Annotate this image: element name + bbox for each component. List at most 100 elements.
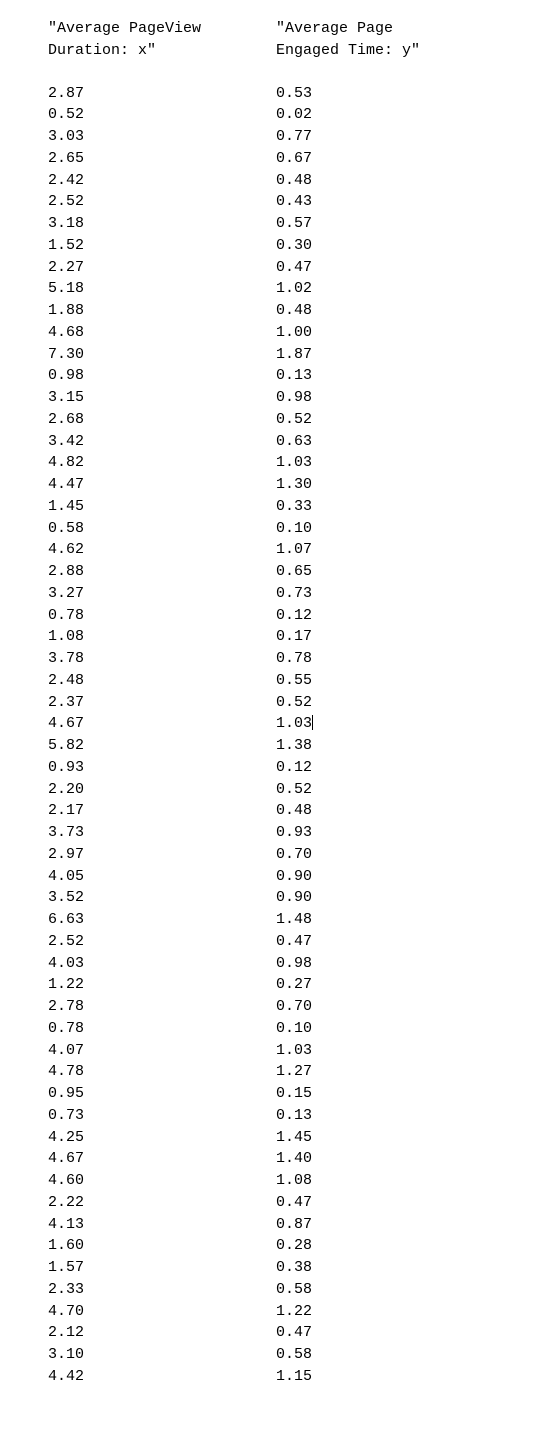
column-x: "Average PageView Duration: x" 2.870.523… bbox=[48, 18, 276, 1388]
cell-y: 0.58 bbox=[276, 1344, 496, 1366]
cell-x: 3.73 bbox=[48, 822, 276, 844]
cell-y: 1.02 bbox=[276, 278, 496, 300]
cell-x: 2.87 bbox=[48, 83, 276, 105]
cell-y: 1.00 bbox=[276, 322, 496, 344]
cell-y: 0.90 bbox=[276, 866, 496, 888]
column-y-body: 0.530.020.770.670.480.430.570.300.471.02… bbox=[276, 83, 496, 1388]
cell-x: 2.12 bbox=[48, 1322, 276, 1344]
column-x-header: "Average PageView Duration: x" bbox=[48, 18, 276, 62]
cell-x: 7.30 bbox=[48, 344, 276, 366]
cell-y: 0.52 bbox=[276, 692, 496, 714]
cell-y: 0.02 bbox=[276, 104, 496, 126]
cell-y: 1.45 bbox=[276, 1127, 496, 1149]
column-x-header-line2: Duration: x" bbox=[48, 42, 156, 59]
cell-x: 1.22 bbox=[48, 974, 276, 996]
cell-x: 4.67 bbox=[48, 1148, 276, 1170]
cell-x: 2.22 bbox=[48, 1192, 276, 1214]
cell-y: 0.73 bbox=[276, 583, 496, 605]
cell-y: 0.70 bbox=[276, 844, 496, 866]
cell-y: 0.48 bbox=[276, 170, 496, 192]
cell-y: 1.48 bbox=[276, 909, 496, 931]
cell-x: 4.13 bbox=[48, 1214, 276, 1236]
cell-x: 2.17 bbox=[48, 800, 276, 822]
cell-x: 2.20 bbox=[48, 779, 276, 801]
cell-y: 0.38 bbox=[276, 1257, 496, 1279]
cell-x: 5.82 bbox=[48, 735, 276, 757]
table-columns: "Average PageView Duration: x" 2.870.523… bbox=[48, 18, 546, 1388]
cell-x: 3.78 bbox=[48, 648, 276, 670]
cell-y: 0.57 bbox=[276, 213, 496, 235]
cell-x: 1.60 bbox=[48, 1235, 276, 1257]
cell-x: 1.45 bbox=[48, 496, 276, 518]
cell-y: 0.98 bbox=[276, 953, 496, 975]
cell-x: 0.78 bbox=[48, 1018, 276, 1040]
cell-y: 0.47 bbox=[276, 1192, 496, 1214]
cell-y: 0.15 bbox=[276, 1083, 496, 1105]
cell-x: 3.52 bbox=[48, 887, 276, 909]
cell-y: 0.12 bbox=[276, 757, 496, 779]
cell-x: 2.27 bbox=[48, 257, 276, 279]
cell-x: 5.18 bbox=[48, 278, 276, 300]
cell-x: 0.78 bbox=[48, 605, 276, 627]
cell-x: 0.73 bbox=[48, 1105, 276, 1127]
cell-x: 4.42 bbox=[48, 1366, 276, 1388]
cell-x: 2.48 bbox=[48, 670, 276, 692]
cell-y: 1.22 bbox=[276, 1301, 496, 1323]
cell-y: 0.33 bbox=[276, 496, 496, 518]
cell-x: 0.98 bbox=[48, 365, 276, 387]
cell-y: 0.67 bbox=[276, 148, 496, 170]
cell-x: 3.15 bbox=[48, 387, 276, 409]
cell-x: 6.63 bbox=[48, 909, 276, 931]
cell-x: 2.78 bbox=[48, 996, 276, 1018]
cell-y: 0.98 bbox=[276, 387, 496, 409]
cell-x: 4.47 bbox=[48, 474, 276, 496]
cell-y: 1.03 bbox=[276, 713, 496, 735]
cell-y: 0.58 bbox=[276, 1279, 496, 1301]
cell-y: 1.03 bbox=[276, 452, 496, 474]
cell-x: 1.08 bbox=[48, 626, 276, 648]
cell-y: 0.28 bbox=[276, 1235, 496, 1257]
cell-x: 2.68 bbox=[48, 409, 276, 431]
cell-y: 0.13 bbox=[276, 365, 496, 387]
cell-x: 0.95 bbox=[48, 1083, 276, 1105]
cell-y: 0.90 bbox=[276, 887, 496, 909]
cell-y: 1.08 bbox=[276, 1170, 496, 1192]
cell-x: 2.52 bbox=[48, 191, 276, 213]
cell-x: 4.78 bbox=[48, 1061, 276, 1083]
cell-y: 0.55 bbox=[276, 670, 496, 692]
column-y: "Average Page Engaged Time: y" 0.530.020… bbox=[276, 18, 496, 1388]
cell-x: 1.88 bbox=[48, 300, 276, 322]
column-y-header: "Average Page Engaged Time: y" bbox=[276, 18, 496, 62]
cell-y: 0.52 bbox=[276, 779, 496, 801]
cell-x: 2.97 bbox=[48, 844, 276, 866]
cell-x: 2.42 bbox=[48, 170, 276, 192]
cell-y: 0.10 bbox=[276, 518, 496, 540]
cell-x: 4.05 bbox=[48, 866, 276, 888]
cell-y: 1.30 bbox=[276, 474, 496, 496]
cell-x: 0.58 bbox=[48, 518, 276, 540]
cell-x: 4.60 bbox=[48, 1170, 276, 1192]
cell-x: 3.42 bbox=[48, 431, 276, 453]
cell-y: 0.43 bbox=[276, 191, 496, 213]
cell-x: 3.10 bbox=[48, 1344, 276, 1366]
cell-y: 1.40 bbox=[276, 1148, 496, 1170]
column-x-header-line1: "Average PageView bbox=[48, 20, 201, 37]
cell-y: 0.48 bbox=[276, 300, 496, 322]
cell-y: 1.87 bbox=[276, 344, 496, 366]
column-y-header-line2: Engaged Time: y" bbox=[276, 42, 420, 59]
cell-y: 0.93 bbox=[276, 822, 496, 844]
cell-x: 4.62 bbox=[48, 539, 276, 561]
cell-y: 0.13 bbox=[276, 1105, 496, 1127]
cell-y: 1.27 bbox=[276, 1061, 496, 1083]
cell-x: 4.82 bbox=[48, 452, 276, 474]
cell-x: 2.37 bbox=[48, 692, 276, 714]
cell-y: 0.87 bbox=[276, 1214, 496, 1236]
cell-y: 0.10 bbox=[276, 1018, 496, 1040]
cell-y: 0.27 bbox=[276, 974, 496, 996]
cell-y: 0.77 bbox=[276, 126, 496, 148]
cell-y: 0.47 bbox=[276, 257, 496, 279]
cell-y: 0.53 bbox=[276, 83, 496, 105]
cell-y: 0.47 bbox=[276, 1322, 496, 1344]
cell-x: 3.18 bbox=[48, 213, 276, 235]
cell-x: 0.93 bbox=[48, 757, 276, 779]
